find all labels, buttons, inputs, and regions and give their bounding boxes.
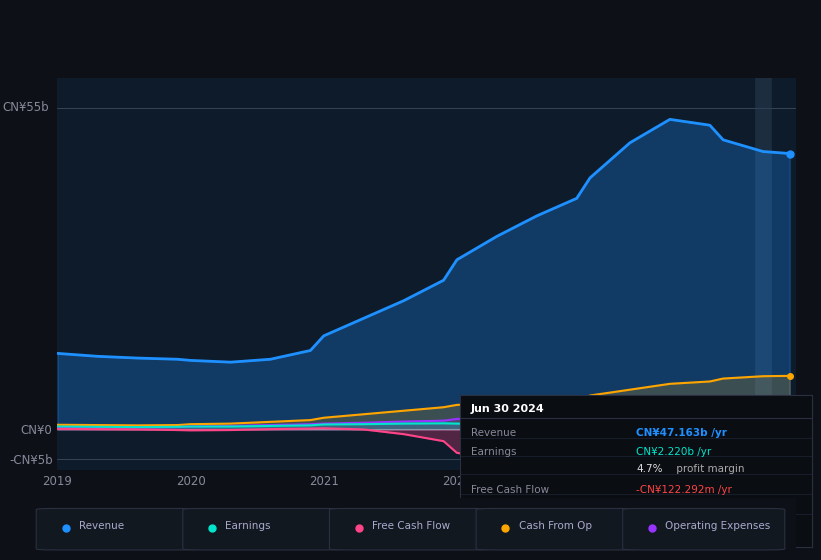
Text: CN¥9.160b /yr: CN¥9.160b /yr: [636, 505, 711, 515]
Text: Free Cash Flow: Free Cash Flow: [372, 521, 450, 531]
Text: Free Cash Flow: Free Cash Flow: [470, 485, 548, 494]
Text: Operating Expenses: Operating Expenses: [665, 521, 770, 531]
FancyBboxPatch shape: [623, 508, 785, 550]
Text: profit margin: profit margin: [673, 464, 745, 474]
Text: Earnings: Earnings: [225, 521, 271, 531]
FancyBboxPatch shape: [36, 508, 199, 550]
Text: CN¥47.163b /yr: CN¥47.163b /yr: [636, 428, 727, 438]
Text: Cash From Op: Cash From Op: [470, 505, 544, 515]
Text: CN¥3.429b /yr: CN¥3.429b /yr: [636, 524, 711, 534]
FancyBboxPatch shape: [329, 508, 492, 550]
FancyBboxPatch shape: [476, 508, 638, 550]
Text: CN¥55b: CN¥55b: [2, 101, 48, 114]
Text: 4.7%: 4.7%: [636, 464, 663, 474]
Text: Revenue: Revenue: [79, 521, 124, 531]
Text: Operating Expenses: Operating Expenses: [470, 524, 576, 534]
Text: Cash From Op: Cash From Op: [519, 521, 592, 531]
FancyBboxPatch shape: [183, 508, 345, 550]
Text: -CN¥122.292m /yr: -CN¥122.292m /yr: [636, 485, 732, 494]
Text: Jun 30 2024: Jun 30 2024: [470, 404, 544, 414]
Text: CN¥2.220b /yr: CN¥2.220b /yr: [636, 447, 711, 458]
Text: Revenue: Revenue: [470, 428, 516, 438]
Text: Earnings: Earnings: [470, 447, 516, 458]
